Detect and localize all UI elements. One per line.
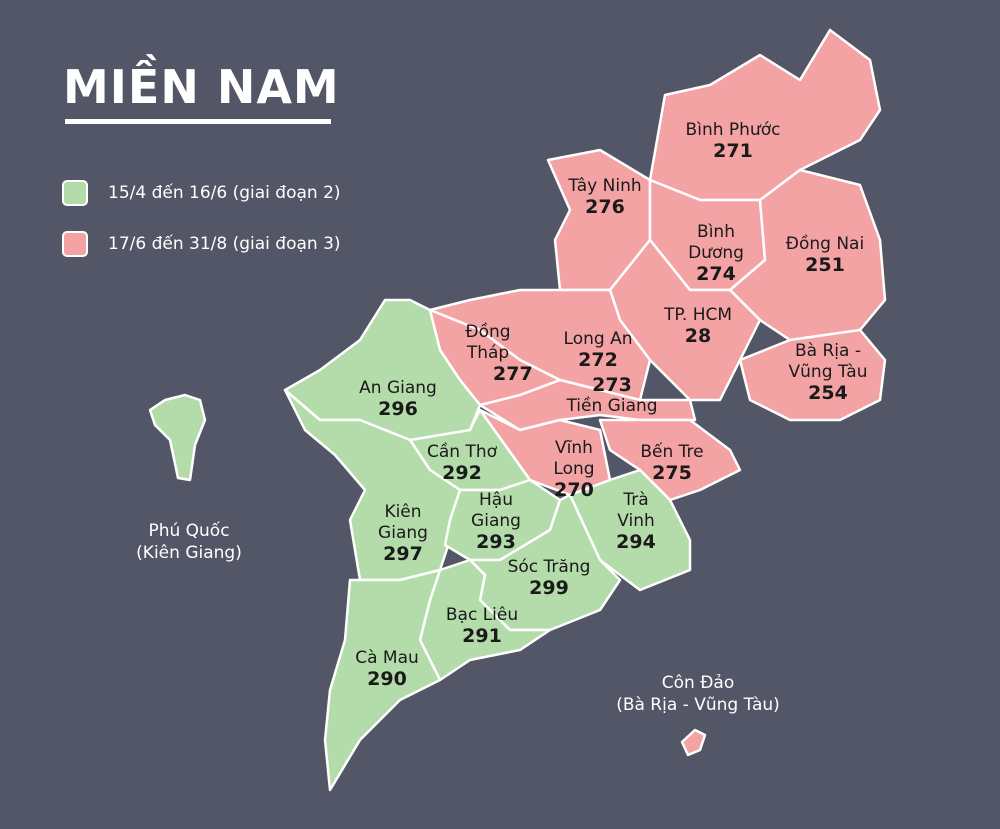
legend-swatch-pink — [62, 231, 88, 257]
label-dong-thap: Đồng Tháp 277 — [465, 322, 533, 385]
label-hau-giang: Hậu Giang 293 — [471, 490, 521, 553]
label-ba-ria-vung-tau: Bà Rịa - Vũng Tàu 254 — [788, 341, 868, 404]
label-con-dao: Côn Đảo (Bà Rịa - Vũng Tàu) — [616, 673, 780, 715]
title-underline — [65, 119, 331, 124]
label-ben-tre: Bến Tre 275 — [640, 442, 704, 484]
province-ba-ria-vung-tau[interactable] — [738, 328, 887, 422]
label-soc-trang: Sóc Trăng 299 — [507, 557, 591, 599]
label-tp-hcm: TP. HCM 28 — [663, 305, 733, 347]
label-tien-giang: 273 Tiền Giang — [566, 374, 658, 417]
province-ca-mau[interactable] — [323, 568, 442, 792]
label-ca-mau: Cà Mau 290 — [355, 648, 419, 690]
label-tay-ninh: Tây Ninh 276 — [568, 176, 642, 218]
legend-label: 17/6 đến 31/8 (giai đoạn 3) — [108, 234, 341, 254]
legend-label: 15/4 đến 16/6 (giai đoạn 2) — [108, 183, 341, 203]
label-dong-nai: Đồng Nai 251 — [785, 234, 865, 276]
legend-item-phase2: 15/4 đến 16/6 (giai đoạn 2) — [62, 180, 341, 206]
label-an-giang: An Giang 296 — [359, 378, 437, 420]
legend-swatch-green — [62, 180, 88, 206]
label-binh-phuoc: Bình Phước 271 — [685, 120, 781, 162]
label-phu-quoc: Phú Quốc (Kiên Giang) — [136, 521, 242, 563]
phu-quoc-island[interactable] — [148, 393, 207, 482]
label-long-an: Long An 272 — [563, 329, 633, 371]
province-binh-phuoc[interactable] — [648, 28, 882, 202]
map-title: MIỀN NAM — [63, 60, 340, 114]
label-tra-vinh: Trà Vinh 294 — [616, 490, 656, 553]
label-bac-lieu: Bạc Liêu 291 — [445, 605, 519, 647]
province-ben-tre[interactable] — [598, 418, 742, 502]
con-dao-island — [680, 728, 707, 757]
legend-item-phase3: 17/6 đến 31/8 (giai đoạn 3) — [62, 231, 341, 257]
label-kien-giang: Kiên Giang 297 — [378, 502, 428, 565]
label-vinh-long: Vĩnh Long 270 — [553, 438, 595, 501]
province-vinh-long[interactable] — [478, 408, 612, 497]
label-can-tho: Cần Thơ 292 — [426, 442, 498, 484]
label-binh-duong: Bình Dương 274 — [688, 222, 744, 285]
